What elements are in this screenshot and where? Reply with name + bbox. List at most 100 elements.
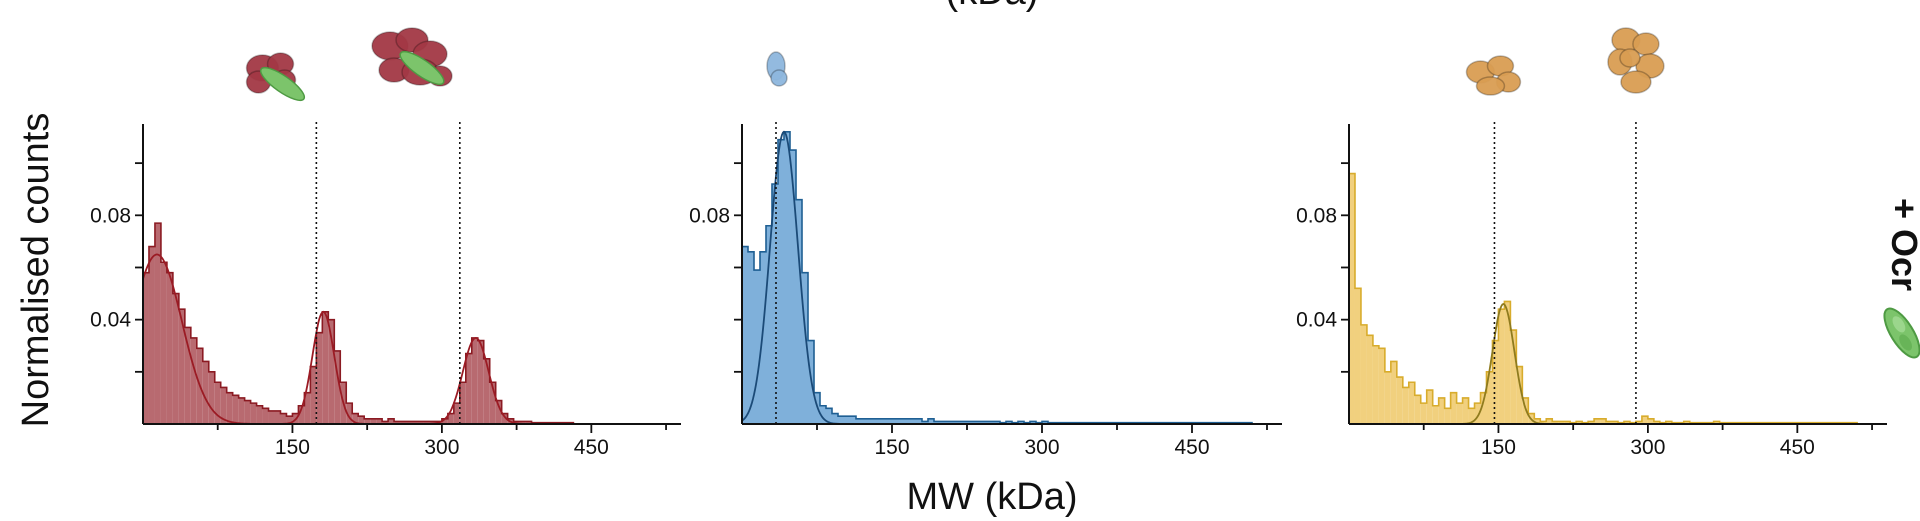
histogram-bar xyxy=(370,418,377,424)
histogram-bar xyxy=(1534,418,1541,424)
histogram-bar xyxy=(1492,340,1499,424)
histogram-bar xyxy=(459,382,466,424)
histogram-bar xyxy=(898,418,904,424)
histogram-bar xyxy=(820,405,826,424)
histogram-bar xyxy=(304,392,311,424)
histogram-bar xyxy=(1006,421,1012,424)
histogram-bar xyxy=(214,382,221,424)
histogram-bar xyxy=(226,392,233,424)
protein-structure-small-monomer xyxy=(766,51,788,87)
y-tick-label: 0.08 xyxy=(90,204,131,227)
histogram-bar xyxy=(274,410,281,424)
histogram-bar xyxy=(316,332,323,424)
histogram-bar xyxy=(1552,421,1559,424)
histogram-bar xyxy=(754,270,760,424)
histogram-bar xyxy=(1360,324,1367,424)
histogram-bar xyxy=(1653,421,1660,424)
histogram-bar xyxy=(766,225,772,424)
histogram-bar xyxy=(208,371,215,424)
histogram-bar xyxy=(934,421,940,424)
top-title: (kDa) xyxy=(946,0,1039,13)
histogram-bar xyxy=(1546,418,1553,424)
histogram-bar xyxy=(1641,416,1648,424)
histogram-bar xyxy=(310,366,317,424)
histogram-bar xyxy=(1030,421,1036,424)
histogram-bar xyxy=(268,410,275,424)
histogram-bar xyxy=(1647,418,1654,424)
histogram-bar xyxy=(1683,421,1690,424)
panel-left: 0.04 0.08 150 300 450 xyxy=(90,27,681,459)
histogram-bar xyxy=(388,418,395,424)
histogram-bar xyxy=(772,184,778,424)
x-tick-label: 300 xyxy=(1024,436,1059,459)
histogram-bar xyxy=(1713,421,1720,424)
histogram-bar xyxy=(160,262,167,424)
x-tick-label: 150 xyxy=(874,436,909,459)
histogram-bar xyxy=(453,403,460,424)
y-tick-label: 0.08 xyxy=(689,204,730,227)
histogram-bar xyxy=(1576,421,1583,424)
histogram-bar xyxy=(1606,421,1613,424)
histogram-bar xyxy=(1420,403,1427,424)
histogram-bar xyxy=(1600,418,1607,424)
histogram-bar xyxy=(748,251,754,424)
histogram-bar xyxy=(1390,361,1397,424)
histogram-bar xyxy=(832,413,838,424)
histogram-bar xyxy=(1623,421,1630,424)
protein-structure-tetramer-large xyxy=(1607,27,1665,94)
histogram-bar xyxy=(358,416,365,424)
histogram-bar xyxy=(778,139,784,425)
histogram-bar xyxy=(280,413,287,424)
histogram-bar xyxy=(525,421,532,424)
histogram-bar xyxy=(982,421,988,424)
histogram-bar xyxy=(1438,397,1445,424)
histogram-bar xyxy=(964,421,970,424)
x-tick-label: 450 xyxy=(1780,436,1815,459)
histogram-bar xyxy=(238,397,245,424)
histogram-bar xyxy=(922,421,928,424)
histogram-bar xyxy=(154,223,161,424)
histogram-bar xyxy=(1384,371,1391,424)
histogram-bar xyxy=(328,319,335,424)
y-tick-label: 0.04 xyxy=(1296,309,1337,332)
histogram-bar xyxy=(244,400,251,424)
histogram-bar xyxy=(232,395,239,424)
histogram-bar xyxy=(844,416,850,424)
histogram-bar xyxy=(940,421,946,424)
histogram-bar xyxy=(1564,421,1571,424)
histogram-bar xyxy=(220,387,227,424)
histogram-bar xyxy=(286,416,293,424)
histogram-bar xyxy=(1498,309,1505,424)
x-tick-label: 450 xyxy=(574,436,609,459)
histogram-bar xyxy=(1510,330,1517,424)
protein-structure-ocr-complex-monomer xyxy=(245,52,306,102)
histogram-bar xyxy=(346,403,353,424)
histogram-outline xyxy=(142,222,575,424)
histogram-bar xyxy=(394,421,401,424)
panel-middle: 0.08 150 300 450 xyxy=(689,51,1282,459)
x-tick-label: 450 xyxy=(1174,436,1209,459)
histogram-bar xyxy=(988,421,994,424)
histogram-bar xyxy=(322,311,329,424)
histogram-bar xyxy=(1635,421,1642,424)
histogram-bar xyxy=(1408,382,1415,424)
histogram-bar xyxy=(886,418,892,424)
histogram-bar xyxy=(1402,387,1409,424)
histogram-bar xyxy=(850,416,856,424)
x-tick-label: 300 xyxy=(424,436,459,459)
histogram-bar xyxy=(742,246,748,424)
y-axis-title: Normalised counts xyxy=(15,113,57,428)
histogram-bar xyxy=(406,421,412,424)
histogram-bar xyxy=(1474,403,1481,424)
histogram-bar xyxy=(148,246,155,424)
histogram-bar xyxy=(1444,408,1451,424)
histogram-bar xyxy=(1516,366,1523,424)
histogram-bar xyxy=(994,421,1000,424)
histogram-bar xyxy=(1354,288,1361,424)
y-tick-label: 0.08 xyxy=(1296,204,1337,227)
histogram-bar xyxy=(1042,421,1048,424)
histogram-bar xyxy=(143,272,149,424)
histogram-bar xyxy=(423,421,430,424)
histogram-bars xyxy=(742,131,1252,425)
histogram-bar xyxy=(1665,421,1672,424)
